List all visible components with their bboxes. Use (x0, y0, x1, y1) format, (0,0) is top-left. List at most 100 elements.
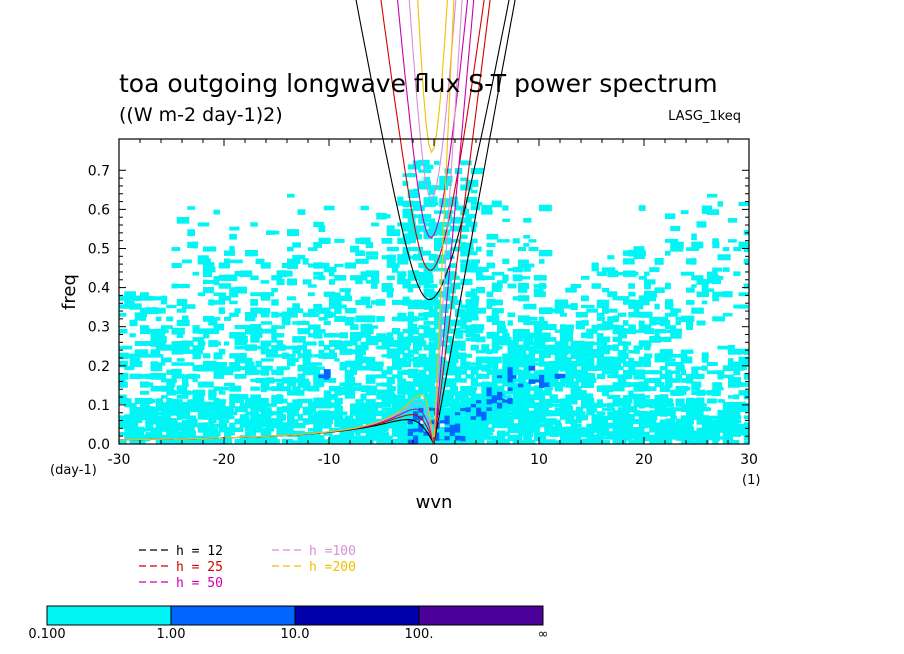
spectrum-cell (743, 390, 749, 396)
spectrum-cell (686, 258, 695, 265)
spectrum-cell (565, 357, 572, 363)
spectrum-cell (192, 349, 203, 355)
spectrum-cell (512, 415, 523, 420)
spectrum-cell (329, 410, 335, 416)
spectrum-cell (717, 418, 724, 425)
spectrum-cell (386, 275, 395, 281)
spectrum-cell (371, 402, 380, 408)
spectrum-cell (439, 333, 448, 338)
spectrum-cell (166, 431, 177, 437)
spectrum-cell (596, 352, 605, 360)
spectrum-cell (402, 180, 409, 186)
spectrum-cell (575, 378, 585, 383)
spectrum-cell (365, 374, 380, 379)
spectrum-cell (738, 241, 749, 249)
spectrum-cell (591, 435, 601, 441)
spectrum-cell (203, 262, 215, 269)
spectrum-cell (392, 438, 400, 444)
spectrum-cell (638, 395, 650, 399)
spectrum-cell (365, 356, 376, 363)
spectrum-cell (512, 344, 525, 351)
spectrum-cell (365, 270, 380, 278)
spectrum-cell (512, 349, 523, 354)
spectrum-cell (371, 430, 380, 437)
spectrum-cell (449, 239, 462, 243)
spectrum-cell (318, 349, 325, 354)
spectrum-cell (281, 270, 293, 277)
spectrum-cell (717, 345, 731, 350)
spectrum-cell (439, 279, 452, 285)
spectrum-cell (544, 431, 552, 436)
spectrum-cell (428, 196, 438, 204)
spectrum-cell (381, 214, 391, 219)
spectrum-cell (707, 419, 721, 424)
spectrum-cell (581, 378, 590, 383)
spectrum-cell (402, 233, 415, 241)
spectrum-cell (465, 415, 475, 420)
spectrum-cell (707, 415, 718, 420)
spectrum-cell (197, 422, 204, 429)
spectrum-cell (728, 361, 740, 367)
spectrum-cell (402, 381, 410, 388)
spectrum-cell (313, 362, 323, 366)
spectrum-cell (659, 373, 673, 380)
spectrum-cell (465, 386, 478, 391)
spectrum-cell (444, 395, 454, 399)
spectrum-cell (455, 373, 462, 380)
spectrum-cell (397, 316, 410, 322)
spectrum-cell (329, 312, 336, 318)
legend-label: h = 25 (176, 560, 223, 575)
spectrum-cell (197, 364, 210, 372)
spectrum-cell (554, 348, 569, 355)
spectrum-cell (161, 435, 174, 441)
spectrum-cell (570, 361, 577, 367)
spectrum-cell (355, 349, 363, 355)
spectrum-cell (733, 423, 739, 429)
spectrum-cell (512, 434, 523, 442)
spectrum-cell (187, 430, 196, 438)
spectrum-cell (665, 361, 675, 367)
colorbar: 0.100 1.00 10.0 100. ∞ (28, 605, 548, 642)
spectrum-cell (565, 410, 572, 417)
spectrum-cell (402, 278, 411, 285)
spectrum-cell (397, 274, 406, 282)
spectrum-cell (355, 258, 369, 264)
spectrum-cell (302, 411, 313, 416)
spectrum-cell (617, 411, 627, 416)
spectrum-cell (670, 328, 677, 334)
spectrum-cell (297, 423, 305, 429)
spectrum-cell (476, 270, 483, 278)
spectrum-cell (166, 406, 172, 413)
spectrum-cell (607, 402, 614, 408)
spectrum-cell (129, 407, 143, 412)
spectrum-cell (607, 345, 618, 351)
spectrum-cell (528, 352, 534, 359)
spectrum-cell (675, 320, 681, 326)
spectrum-cell (497, 385, 505, 392)
spectrum-cell (544, 373, 554, 380)
spectrum-cell (680, 386, 691, 391)
spectrum-cell (397, 373, 403, 379)
spectrum-cell (554, 358, 565, 362)
spectrum-cell (633, 431, 645, 437)
spectrum-cell (575, 324, 585, 330)
spectrum-cell (260, 344, 267, 351)
spectrum-cell (502, 390, 513, 395)
spectrum-cell (140, 438, 146, 444)
spectrum-cell (418, 427, 428, 433)
spectrum-cell (628, 324, 636, 330)
spectrum-cell (638, 370, 646, 375)
spectrum-cell (313, 422, 321, 430)
spectrum-cell (749, 369, 761, 375)
spectrum-cell (686, 319, 694, 326)
spectrum-cell (213, 341, 221, 346)
spectrum-cell (176, 308, 187, 313)
spectrum-cell (439, 237, 452, 245)
spectrum-cell (560, 332, 573, 339)
spectrum-cell (575, 357, 584, 363)
spectrum-cell (738, 349, 748, 355)
spectrum-cell (318, 340, 325, 347)
spectrum-cell (119, 345, 130, 350)
spectrum-cell (491, 335, 504, 343)
